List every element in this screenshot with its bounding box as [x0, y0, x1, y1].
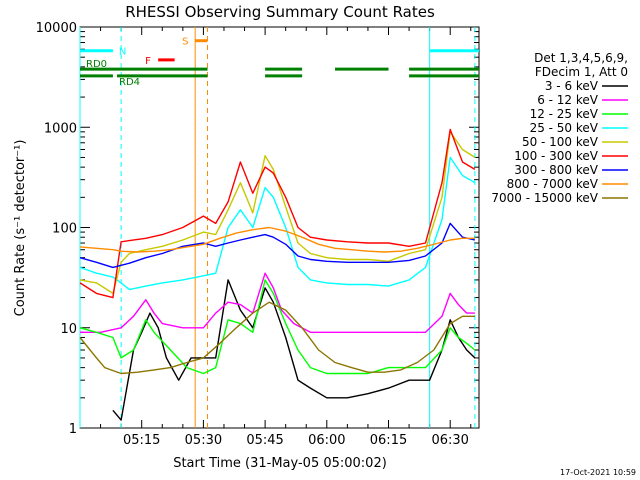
state-bar-label-f: F [145, 56, 151, 67]
legend-label: 50 - 100 keV [522, 135, 599, 149]
legend-label: 800 - 7000 keV [507, 177, 599, 191]
y-tick-label: 1000 [44, 121, 77, 136]
state-bar-label-rd0: RD0 [86, 59, 107, 70]
series-line-7 [79, 226, 475, 253]
series-line-5 [79, 128, 476, 299]
chart-title: RHESSI Observing Summary Count Rates [125, 3, 435, 21]
legend-header: Det 1,3,4,5,6,9, [534, 51, 628, 65]
legend-label: 3 - 6 keV [545, 79, 599, 93]
legend: Det 1,3,4,5,6,9,FDecim 1, Att 03 - 6 keV… [491, 51, 628, 205]
legend-label: 6 - 12 keV [537, 93, 599, 107]
x-tick-label: 06:00 [308, 433, 345, 448]
y-tick-label: 10000 [36, 21, 77, 36]
legend-label: 300 - 800 keV [514, 163, 598, 177]
legend-label: 25 - 50 keV [530, 121, 599, 135]
x-tick-label: 06:30 [431, 433, 468, 448]
y-tick-label: 1 [69, 422, 77, 437]
footer-timestamp: 17-Oct-2021 10:59 [560, 468, 636, 477]
state-bar-label-rd4: RD4 [119, 77, 140, 88]
x-tick-label: 05:15 [123, 433, 160, 448]
legend-label: 100 - 300 keV [514, 149, 598, 163]
y-axis-ticks: 1 10 100 1000 10000 [36, 21, 479, 437]
x-tick-label: 05:45 [246, 433, 283, 448]
legend-label: 7000 - 15000 keV [491, 191, 598, 205]
series-lines [79, 128, 476, 421]
series-line-1 [80, 272, 475, 333]
state-bar-label-s: S [182, 37, 188, 48]
series-line-3 [79, 156, 476, 291]
series-line-0 [112, 279, 476, 421]
series-line-2 [79, 279, 476, 375]
y-tick-label: 10 [60, 322, 77, 337]
state-bar-label-n: N [119, 47, 126, 58]
legend-header: FDecim 1, Att 0 [535, 65, 628, 79]
x-axis-ticks: 05:15 05:30 05:45 06:00 06:15 06:30 [79, 27, 472, 448]
y-tick-label: 100 [52, 222, 77, 237]
state-bars: N F S RD0 RD4 [80, 37, 479, 88]
x-tick-label: 06:15 [370, 433, 407, 448]
series-line-8 [79, 301, 475, 375]
series-line-6 [79, 222, 476, 269]
x-tick-label: 05:30 [185, 433, 222, 448]
y-axis-label: Count Rate (s⁻¹ detector⁻¹) [13, 140, 28, 317]
legend-label: 12 - 25 keV [530, 107, 599, 121]
x-axis-label: Start Time (31-May-05 05:00:02) [173, 456, 387, 471]
series-line-4 [79, 131, 476, 295]
